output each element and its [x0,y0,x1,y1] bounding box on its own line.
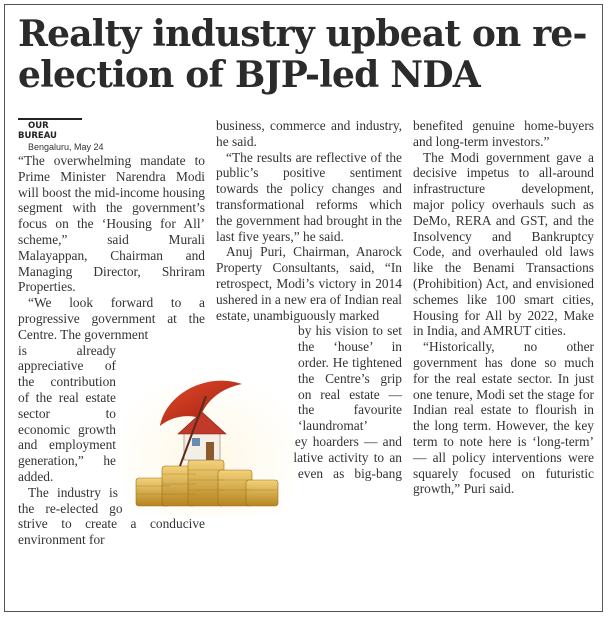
col1-paragraph-2b: is already appreciative of the contribut… [18,342,116,484]
col2-paragraph-3b: by his vision to set the ‘house’ in orde… [298,323,402,434]
house-umbrella-coins-icon [122,374,294,516]
col3-paragraph-2: The Modi government gave a decisive impe… [413,149,594,339]
col2-paragraph-2: “The results are reflective of the publi… [216,149,402,244]
col2-paragraph-1: business, commerce and industry, he said… [216,118,402,149]
col3-paragraph-3: “Historically, no other government has d… [413,339,594,497]
column-1: OUR BUREAU Bengaluru, May 24 “The overwh… [18,118,205,548]
col1-paragraph-1: “The overwhelming mandate to Prime Minis… [18,153,205,295]
col3-paragraph-1: benefited genuine home-buyers and long-t… [413,118,594,149]
article-frame [4,4,603,612]
dateline: Bengaluru, May 24 [28,142,104,152]
column-3: benefited genuine home-buyers and long-t… [413,118,594,497]
col1-paragraph-2a: “We look forward to a progressive govern… [18,295,205,342]
headline: Realty industry upbeat on re-election of… [18,13,587,96]
byline: OUR BUREAU [18,118,82,141]
col2-paragraph-3a: Anuj Puri, Chairman, Anarock Property Co… [216,244,402,323]
house-umbrella-coins-photo [122,374,294,516]
